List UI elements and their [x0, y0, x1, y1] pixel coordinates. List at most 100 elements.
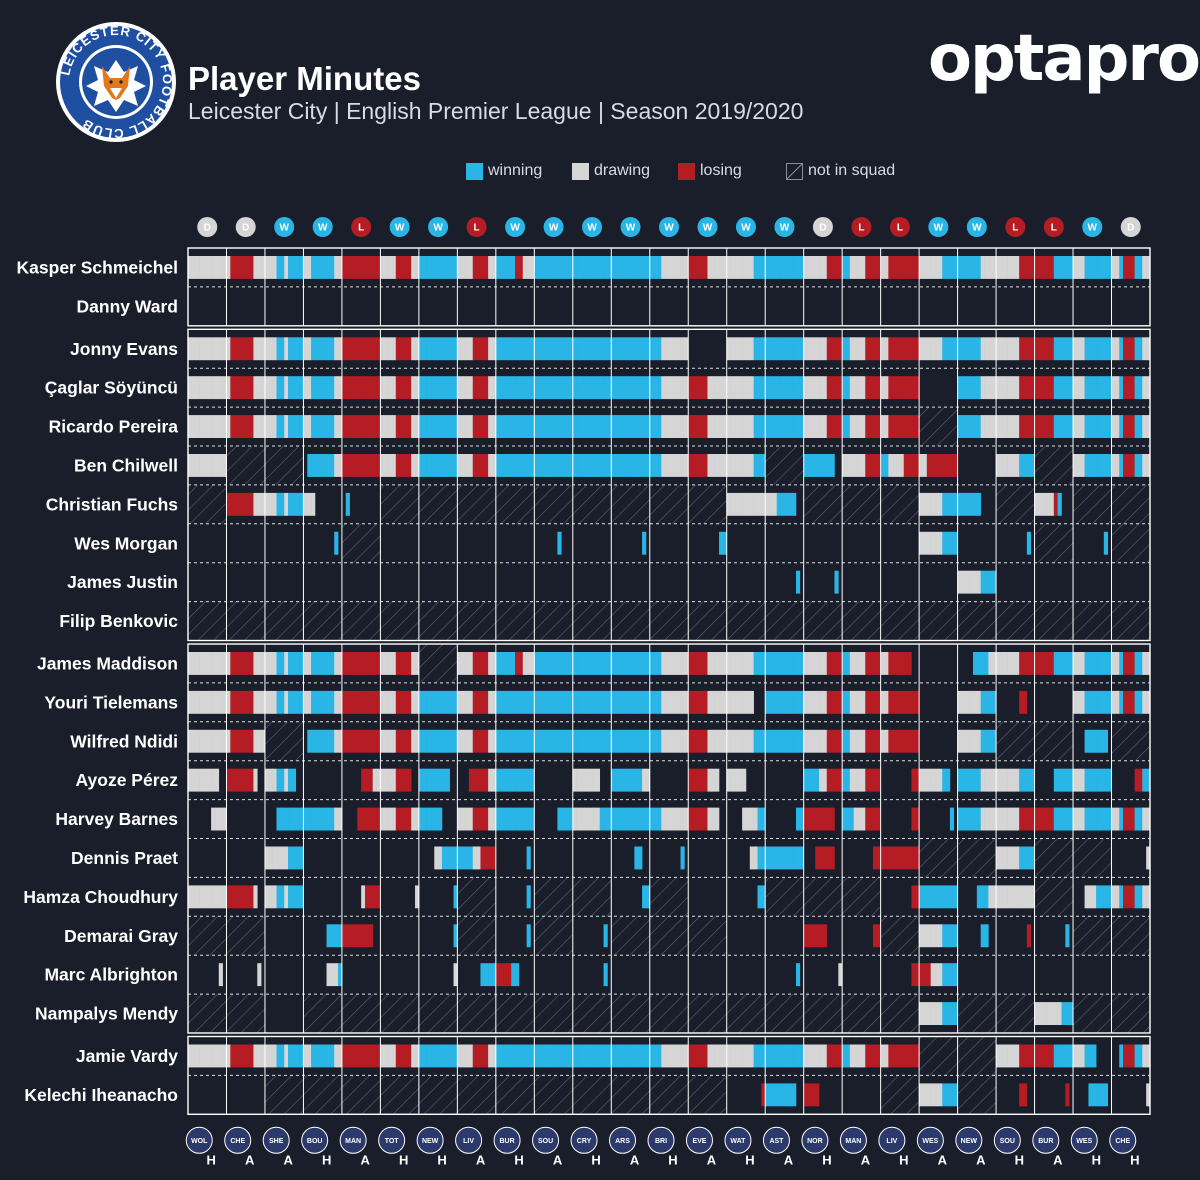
- minutes-segment: [330, 924, 335, 948]
- minutes-segment: [580, 415, 585, 438]
- minutes-segment: [538, 415, 543, 438]
- minutes-segment: [468, 415, 474, 438]
- minutes-segment: [826, 729, 831, 753]
- minutes-segment: [322, 652, 327, 675]
- minutes-segment: [1138, 885, 1143, 909]
- minutes-segment: [938, 885, 943, 909]
- minutes-segment: [476, 1044, 481, 1068]
- minutes-segment: [253, 1044, 258, 1068]
- minutes-segment: [645, 415, 651, 438]
- minutes-segment: [949, 454, 955, 477]
- minutes-segment: [411, 690, 416, 714]
- cell-not-in-squad: [572, 484, 612, 524]
- minutes-segment: [272, 846, 277, 870]
- minutes-segment: [665, 337, 670, 361]
- minutes-segment: [261, 337, 266, 361]
- minutes-segment: [280, 885, 285, 909]
- minutes-segment: [865, 454, 870, 477]
- minutes-segment: [526, 729, 531, 753]
- minutes-segment: [896, 690, 901, 714]
- minutes-segment: [518, 652, 524, 675]
- minutes-segment: [1115, 337, 1120, 361]
- minutes-segment: [322, 729, 327, 753]
- minutes-segment: [1069, 256, 1074, 279]
- minutes-segment: [465, 454, 470, 477]
- minutes-segment: [484, 690, 489, 714]
- minutes-segment: [515, 256, 520, 279]
- minutes-segment: [819, 415, 824, 438]
- minutes-segment: [1134, 454, 1139, 477]
- minutes-segment: [588, 729, 593, 753]
- minutes-segment: [769, 690, 774, 714]
- minutes-segment: [957, 690, 962, 714]
- minutes-segment: [792, 846, 797, 870]
- minutes-segment: [207, 256, 212, 279]
- minutes-segment: [372, 415, 377, 438]
- minutes-segment: [272, 690, 277, 714]
- minutes-segment: [834, 690, 839, 714]
- minutes-segment: [692, 807, 697, 831]
- minutes-segment: [996, 1044, 1001, 1068]
- minutes-segment: [980, 807, 985, 831]
- minutes-segment: [295, 337, 300, 361]
- minutes-segment: [568, 1044, 574, 1068]
- minutes-segment: [1107, 652, 1112, 675]
- minutes-segment: [422, 337, 427, 361]
- minutes-segment: [526, 807, 531, 831]
- minutes-segment: [1103, 1083, 1108, 1107]
- minutes-segment: [592, 376, 597, 400]
- minutes-segment: [765, 690, 770, 714]
- minutes-segment: [203, 729, 208, 753]
- minutes-segment: [580, 454, 585, 477]
- minutes-segment: [1092, 1044, 1097, 1068]
- minutes-segment: [241, 885, 247, 909]
- minutes-segment: [434, 256, 439, 279]
- minutes-segment: [872, 807, 878, 831]
- minutes-segment: [453, 415, 458, 438]
- minutes-segment: [842, 729, 847, 753]
- minutes-segment: [445, 846, 450, 870]
- minutes-segment: [472, 376, 477, 400]
- minutes-segment: [326, 256, 331, 279]
- minutes-segment: [1099, 807, 1105, 831]
- minutes-segment: [1061, 768, 1066, 792]
- minutes-segment: [707, 690, 712, 714]
- minutes-segment: [861, 415, 866, 438]
- minutes-segment: [203, 768, 208, 792]
- minutes-segment: [922, 1083, 928, 1107]
- minutes-segment: [349, 256, 354, 279]
- minutes-segment: [445, 337, 450, 361]
- minutes-segment: [861, 768, 866, 792]
- minutes-segment: [726, 690, 731, 714]
- minutes-segment: [769, 492, 774, 516]
- minutes-segment: [349, 454, 354, 477]
- minutes-segment: [634, 256, 639, 279]
- minutes-segment: [803, 256, 808, 279]
- minutes-segment: [188, 454, 193, 477]
- minutes-segment: [1111, 807, 1116, 831]
- minutes-segment: [653, 454, 658, 477]
- minutes-segment: [976, 256, 981, 279]
- opponent-badge: [801, 1126, 829, 1154]
- minutes-segment: [280, 1044, 285, 1068]
- minutes-segment: [407, 807, 412, 831]
- minutes-segment: [807, 454, 812, 477]
- minutes-segment: [1138, 415, 1143, 438]
- minutes-segment: [595, 1044, 601, 1068]
- minutes-segment: [211, 1044, 216, 1068]
- minutes-segment: [241, 337, 247, 361]
- venue-label: A: [707, 1152, 717, 1167]
- minutes-segment: [992, 256, 997, 279]
- minutes-segment: [503, 376, 508, 400]
- minutes-segment: [1088, 1044, 1093, 1068]
- minutes-segment: [1019, 1083, 1024, 1107]
- minutes-segment: [665, 256, 670, 279]
- minutes-segment: [1046, 376, 1051, 400]
- minutes-segment: [722, 256, 728, 279]
- minutes-segment: [268, 376, 273, 400]
- minutes-segment: [599, 415, 604, 438]
- minutes-segment: [426, 729, 431, 753]
- minutes-segment: [769, 256, 774, 279]
- opponent-name: EVE: [692, 1138, 706, 1145]
